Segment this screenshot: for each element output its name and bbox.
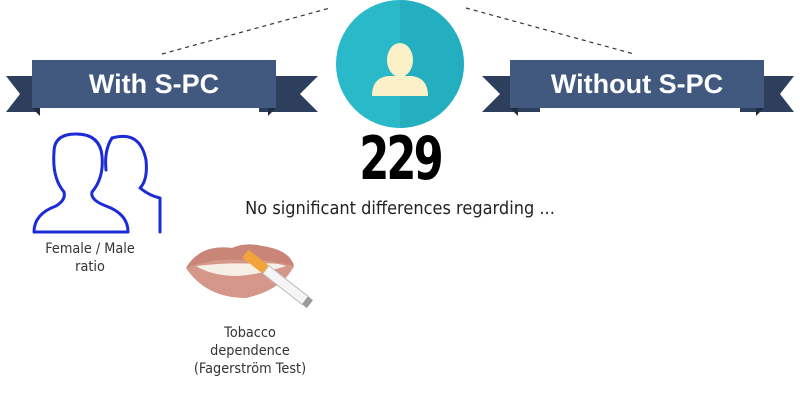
- caption-line: dependence: [210, 343, 290, 359]
- participant-count: 229: [359, 124, 443, 194]
- person-circle-icon: [336, 0, 464, 128]
- lips-cigarette-icon: [186, 244, 313, 309]
- without-spc-label: Without S-PC: [550, 69, 724, 99]
- left-connector-line: [161, 7, 331, 55]
- subtitle-text: No significant differences regarding ...: [245, 198, 555, 219]
- caption-line: Tobacco: [224, 325, 276, 341]
- female-male-caption: Female / Male ratio: [26, 240, 155, 276]
- left-ribbon: [6, 60, 318, 116]
- caption-line: Female / Male: [45, 241, 135, 257]
- with-spc-label: With S-PC: [88, 69, 220, 99]
- male-female-icon: [32, 132, 162, 234]
- right-ribbon: [482, 60, 794, 116]
- tobacco-caption: Tobacco dependence (Fagerström Test): [176, 324, 323, 378]
- caption-line: (Fagerström Test): [193, 361, 307, 377]
- right-connector-line: [465, 7, 635, 55]
- caption-line: ratio: [75, 259, 105, 275]
